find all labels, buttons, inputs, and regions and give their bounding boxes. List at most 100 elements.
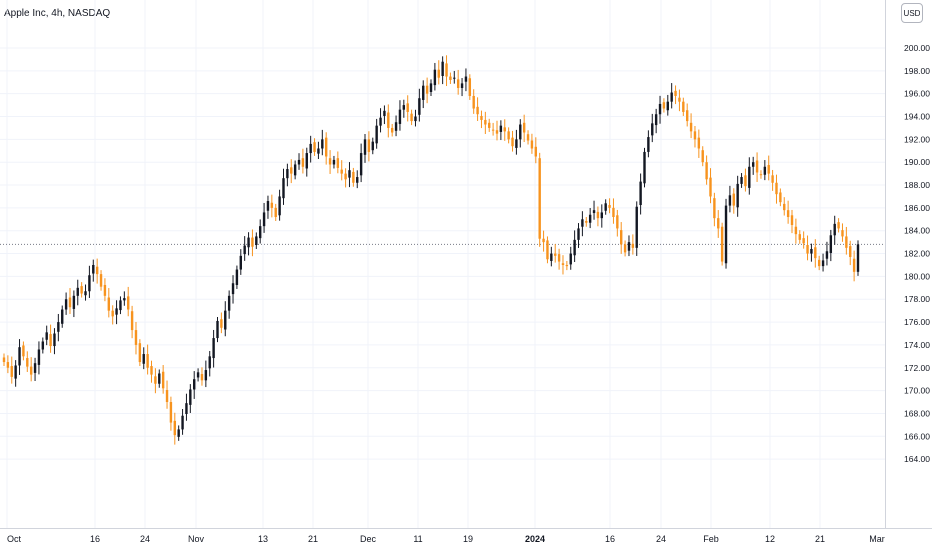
candle-body [402,105,406,110]
candle-body [488,122,491,128]
candle-body [759,174,763,176]
candle-body [647,137,650,152]
candle-body [270,202,274,208]
candle-body [464,76,468,82]
x-tick-label: Oct [7,534,22,544]
candle-body [682,101,685,112]
candle-body [623,244,627,253]
candle-body [841,230,844,237]
x-tick-label: 12 [765,534,775,544]
candle-body [204,370,208,381]
candle-body [534,146,538,157]
candle-body [600,212,604,219]
y-tick-label: 170.00 [904,386,930,396]
candle-body [406,103,409,112]
candle-body [301,158,305,167]
candle-body [709,177,712,197]
candle-body [76,287,79,296]
candle-body [161,371,165,389]
candle-body [561,263,565,265]
candle-body [247,237,250,248]
candle-body [507,131,510,140]
candle-body [123,298,126,301]
candle-body [200,374,204,381]
candle-body [685,110,689,122]
candle-body [771,175,774,183]
candle-body [658,103,662,115]
candle-body [181,415,184,430]
candle-body [14,365,17,379]
x-axis-ticks: Oct 16 24 Nov 13 21 Dec 11 19 2024 16 24 Feb 12 21 Mar [7,534,885,544]
y-tick-label: 196.00 [904,89,930,99]
candle-body [410,113,413,122]
candle-body [732,193,735,206]
candle-body [49,334,52,347]
candle-body [375,125,378,144]
candle-body [177,429,180,437]
candle-body [138,343,142,363]
y-tick-label: 190.00 [904,157,930,167]
candle-body [763,166,767,175]
candle-body [41,341,45,350]
candle-body [22,345,25,357]
candle-body [95,266,99,275]
candle-body [724,205,728,264]
y-tick-label: 172.00 [904,363,930,373]
candle-body [196,372,200,378]
candle-body [390,127,394,133]
candle-body [767,165,770,174]
candle-body [57,322,60,332]
candle-body [437,69,440,78]
candle-body [472,95,475,109]
candle-body [612,207,615,218]
candle-body [499,125,503,132]
candle-body [476,106,479,115]
candle-body [107,297,111,311]
candle-body [720,226,724,262]
candle-body [608,205,611,208]
candle-body [460,83,464,88]
candle-body [53,333,56,347]
candle-body [103,284,107,296]
currency-button[interactable]: USD [901,3,923,23]
x-tick-label: Feb [703,534,719,544]
y-tick-label: 186.00 [904,203,930,213]
candle-body [751,162,755,167]
candle-body [367,139,371,152]
candle-body [449,76,452,80]
candle-body [701,150,704,163]
y-tick-label: 194.00 [904,112,930,122]
candle-body [856,244,860,272]
candle-body [814,247,817,259]
candle-body [45,332,48,340]
candle-body [616,215,619,229]
candle-body [328,158,332,165]
candle-body [779,192,782,203]
x-tick-label: 24 [656,534,666,544]
candle-body [387,112,390,128]
y-tick-label: 200.00 [904,43,930,53]
candle-body [258,226,262,239]
x-tick-label: 16 [605,534,615,544]
candle-body [441,61,444,76]
candle-body [581,219,584,227]
candle-body [92,264,95,274]
candle-body [26,358,29,367]
candle-body [639,181,642,206]
y-tick-label: 176.00 [904,317,930,327]
candle-body [689,122,693,132]
candle-body [282,178,285,199]
candle-body [290,167,293,174]
y-axis-ticks: 164.00 166.00 168.00 170.00 172.00 174.00 176.… [904,43,930,464]
candle-body [530,140,534,149]
candle-body [748,166,751,188]
candle-body [596,211,600,219]
x-tick-label: 2024 [525,534,545,544]
candle-body [542,238,545,243]
candle-body [643,151,646,184]
candle-body [627,242,631,251]
x-tick-label: 24 [140,534,150,544]
candle-body [371,141,374,151]
candle-body [522,122,526,133]
candle-body [251,237,254,247]
